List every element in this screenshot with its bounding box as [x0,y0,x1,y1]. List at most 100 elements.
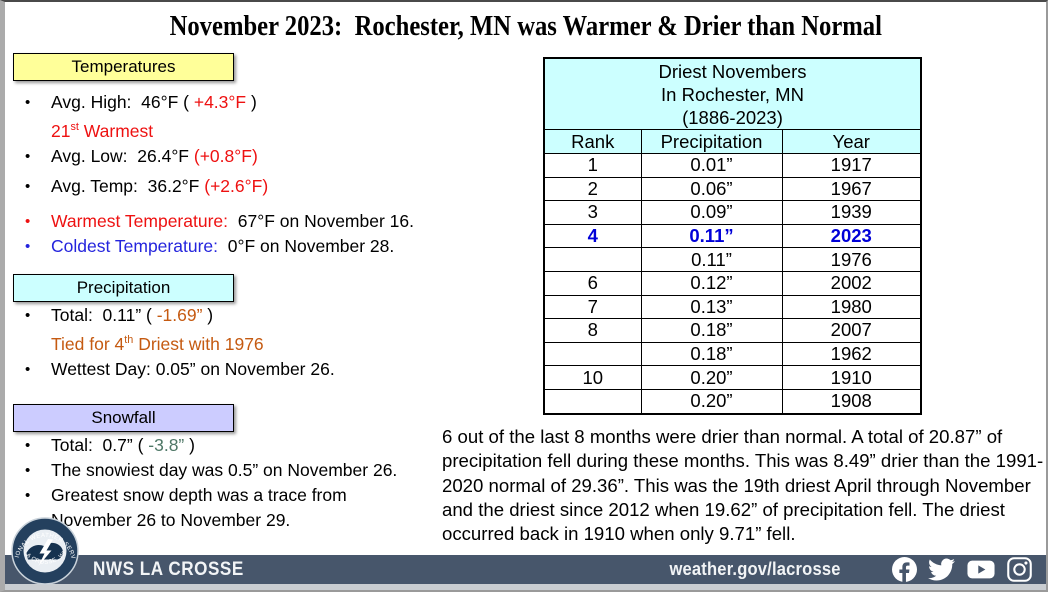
precip-cell: 0.18” [640,341,783,367]
list-item: • Wettest Day: 0.05” on November 26. [19,357,431,382]
facebook-icon[interactable] [892,557,917,582]
list-item: • Warmest Temperature: 67°F on November … [19,209,431,234]
table-title-row: Driest Novembers In Rochester, MN (1886-… [543,57,922,130]
rank-cell: 2 [543,176,642,202]
page-title: November 2023: Rochester, MN was Warmer … [5,11,1046,43]
table-title: Driest Novembers In Rochester, MN (1886-… [543,57,922,130]
column-header-year: Year [781,129,922,154]
footer-bar: NWS LA CROSSE weather.gov/lacrosse [5,555,1046,584]
precip-cell: 0.06” [640,176,783,202]
list-item: • Greatest snow depth was a trace from N… [19,483,431,533]
precip-cell: 0.11” [640,223,783,249]
instagram-icon[interactable] [1007,557,1032,582]
table-title-line: Driest Novembers [658,60,807,82]
year-cell: 2002 [781,270,922,296]
column-header-rank: Rank [543,129,642,154]
wettest-day-text: Wettest Day: 0.05” on November 26. [51,358,335,379]
office-name: NWS LA CROSSE [93,558,244,580]
list-item: 21st Warmest [19,115,431,144]
table-row: 0.11” 1976 [543,247,922,272]
rank-cell [543,388,642,415]
page-title-text: November 2023: Rochester, MN was Warmer … [169,11,882,42]
driest-novembers-table: Driest Novembers In Rochester, MN (1886-… [543,57,922,415]
summary-paragraph: 6 out of the last 8 months were drier th… [442,426,1044,545]
youtube-icon[interactable] [966,557,996,582]
year-cell: 1976 [781,247,922,272]
nws-logo: NATIONAL WEATHER SERVICE LA CROSSE, WI [11,517,79,585]
list-item: • Avg. Temp: 36.2°F (+2.6°F) [19,174,431,199]
snow-depth-text: Greatest snow depth was a trace from Nov… [51,485,352,530]
warmest-temperature-text: Warmest Temperature: 67°F on November 16… [51,210,414,231]
social-icons [892,556,1032,583]
avg-temp-text: Avg. Temp: 36.2°F (+2.6°F) [51,175,269,196]
year-cell: 2007 [781,318,922,343]
table-row: 10 0.20” 1910 [543,365,922,390]
bullet-marker: • [25,487,31,504]
footer-bottom-strip [5,584,1046,590]
table-row: 6 0.12” 2002 [543,270,922,296]
coldest-temperature-text: Coldest Temperature: 0°F on November 28. [51,235,395,256]
precip-cell: 0.20” [640,388,783,415]
rank-cell: 3 [543,200,642,225]
table-row-highlighted-2023: 4 0.11” 2023 [543,223,922,249]
avg-high-text: Avg. High: 46°F ( +4.3°F ) [51,92,257,112]
table-title-line: (1886-2023) [682,106,783,128]
precip-cell: 0.20” [640,365,783,390]
snowiest-day-text: The snowiest day was 0.5” on November 26… [51,460,398,480]
year-cell: 1980 [781,294,922,320]
snowfall-section-header: Snowfall [13,404,234,432]
bullet-marker: • [25,177,31,195]
snow-total-text: Total: 0.7” ( -3.8” ) [51,435,195,455]
precipitation-section-header: Precipitation [13,274,234,302]
rank-cell: 8 [543,318,642,343]
warmest-rank-text: 21st Warmest [51,120,154,141]
year-cell: 1939 [781,200,922,225]
snowfall-list: • Total: 0.7” ( -3.8” ) • The snowiest d… [19,433,431,533]
temperatures-list: • Avg. High: 46°F ( +4.3°F ) 21st Warmes… [19,90,431,259]
rank-cell [543,247,642,272]
precip-total-text: Total: 0.11” ( -1.69” ) [51,305,214,325]
rank-cell: 10 [543,365,642,390]
rank-cell: 4 [543,223,642,249]
bullet-marker: • [25,237,31,255]
table-column-header-row: Rank Precipitation Year [543,129,922,154]
precip-cell: 0.12” [640,270,783,296]
table-row: 2 0.06” 1967 [543,176,922,202]
website-link[interactable]: weather.gov/lacrosse [669,559,841,579]
bullet-marker: • [25,147,31,165]
table-row: 0.18” 1962 [543,341,922,367]
precip-cell: 0.18” [640,318,783,343]
list-item: • Avg. Low: 26.4°F (+0.8°F) [19,144,431,169]
year-cell: 1962 [781,341,922,367]
rank-cell: 1 [543,153,642,178]
table-row: 0.20” 1908 [543,388,922,415]
rank-cell [543,341,642,367]
precip-cell: 0.11” [640,247,783,272]
list-item: • Avg. High: 46°F ( +4.3°F ) [19,90,431,115]
twitter-icon[interactable] [928,556,955,583]
bullet-marker: • [25,462,31,479]
list-item: • Coldest Temperature: 0°F on November 2… [19,234,431,259]
list-item: • Total: 0.7” ( -3.8” ) [19,433,431,458]
list-item: Tied for 4th Driest with 1976 [19,328,431,357]
table-row: 1 0.01” 1917 [543,153,922,178]
bullet-marker: • [25,212,31,230]
list-item: • Total: 0.11” ( -1.69” ) [19,303,431,328]
year-cell: 1917 [781,153,922,178]
year-cell: 2023 [781,223,922,249]
rank-cell: 6 [543,270,642,296]
table-row: 7 0.13” 1980 [543,294,922,320]
year-cell: 1908 [781,388,922,415]
table-row: 8 0.18” 2007 [543,318,922,343]
logo-lightning-bolt [38,539,53,566]
bullet-marker: • [25,437,31,454]
list-item: • The snowiest day was 0.5” on November … [19,458,431,483]
avg-low-text: Avg. Low: 26.4°F (+0.8°F) [51,145,258,166]
bullet-marker: • [25,360,31,378]
year-cell: 1967 [781,176,922,202]
year-cell: 1910 [781,365,922,390]
rank-cell: 7 [543,294,642,320]
bullet-marker: • [25,307,31,324]
table-title-line: In Rochester, MN [661,83,804,105]
